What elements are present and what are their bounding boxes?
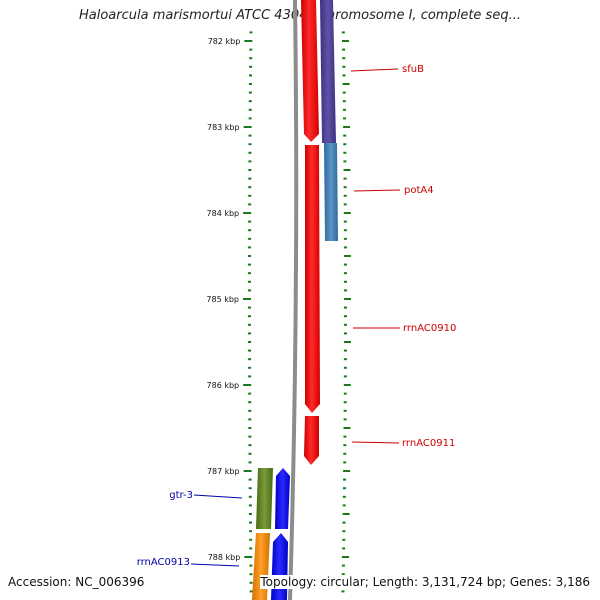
scale-label-787: 787 kbp [207, 467, 240, 476]
gene-rrnAC0911[interactable]: rrnAC0911 [304, 416, 455, 465]
gene-leader-potA4 [353, 189, 401, 192]
map-title: Haloarcula marismortui ATCC 43049 chromo… [79, 8, 521, 23]
gene-leader-gtr-3 [193, 494, 243, 499]
scale-ticks [243, 31, 351, 593]
topology-summary: Topology: circular; Length: 3,131,724 bp… [260, 575, 590, 589]
gene-arrow-potA4[interactable] [324, 143, 338, 241]
gene-gtr-3[interactable]: gtr-3 [169, 468, 290, 529]
gene-label-potA4[interactable]: potA4 [404, 185, 434, 196]
gene-label-rrnAC0913[interactable]: rrnAC0913 [137, 557, 190, 568]
scale-label-785: 785 kbp [206, 295, 239, 304]
gene-arrow-blue-2[interactable] [271, 533, 288, 600]
gene-leader-rrnAC0911 [351, 441, 400, 444]
scale-label-786: 786 kbp [207, 381, 240, 390]
scale-label-784: 784 kbp [207, 209, 240, 218]
gene-arrow-upstream[interactable] [301, 0, 319, 142]
gene-rrnAC0910[interactable]: rrnAC0910 [305, 145, 456, 413]
gene-arrow-rrnAC0913[interactable] [252, 533, 270, 600]
gene-label-rrnAC0910[interactable]: rrnAC0910 [403, 323, 456, 334]
gene-potA4[interactable]: potA4 [324, 143, 434, 241]
accession-label: Accession: NC_006396 [8, 575, 145, 589]
gene-leader-rrnAC0913 [190, 563, 240, 567]
gene-sfuB[interactable]: sfuB [320, 0, 424, 143]
gene-label-sfuB[interactable]: sfuB [402, 64, 424, 75]
scale-label-783: 783 kbp [207, 123, 240, 132]
gene-arrow-rrnAC0911[interactable] [304, 416, 319, 465]
gene-label-gtr-3[interactable]: gtr-3 [169, 490, 193, 501]
chromosome-backbone [288, 0, 299, 600]
gene-arrow-blue-1[interactable] [275, 468, 290, 529]
gene-arrow-gtr-3[interactable] [256, 468, 273, 529]
gene-rrnAC0913[interactable]: rrnAC0913 [137, 533, 288, 600]
gene-leader-sfuB [350, 68, 399, 72]
gene-arrow-sfuB[interactable] [320, 0, 336, 143]
scale-labels: 782 kbp 783 kbp 784 kbp 785 kbp 786 kbp 787 k… [206, 37, 240, 562]
gene-label-rrnAC0911[interactable]: rrnAC0911 [402, 438, 455, 449]
gene-arrow-rrnAC0910[interactable] [305, 145, 320, 413]
scale-label-782: 782 kbp [208, 37, 241, 46]
scale-label-788: 788 kbp [208, 553, 241, 562]
